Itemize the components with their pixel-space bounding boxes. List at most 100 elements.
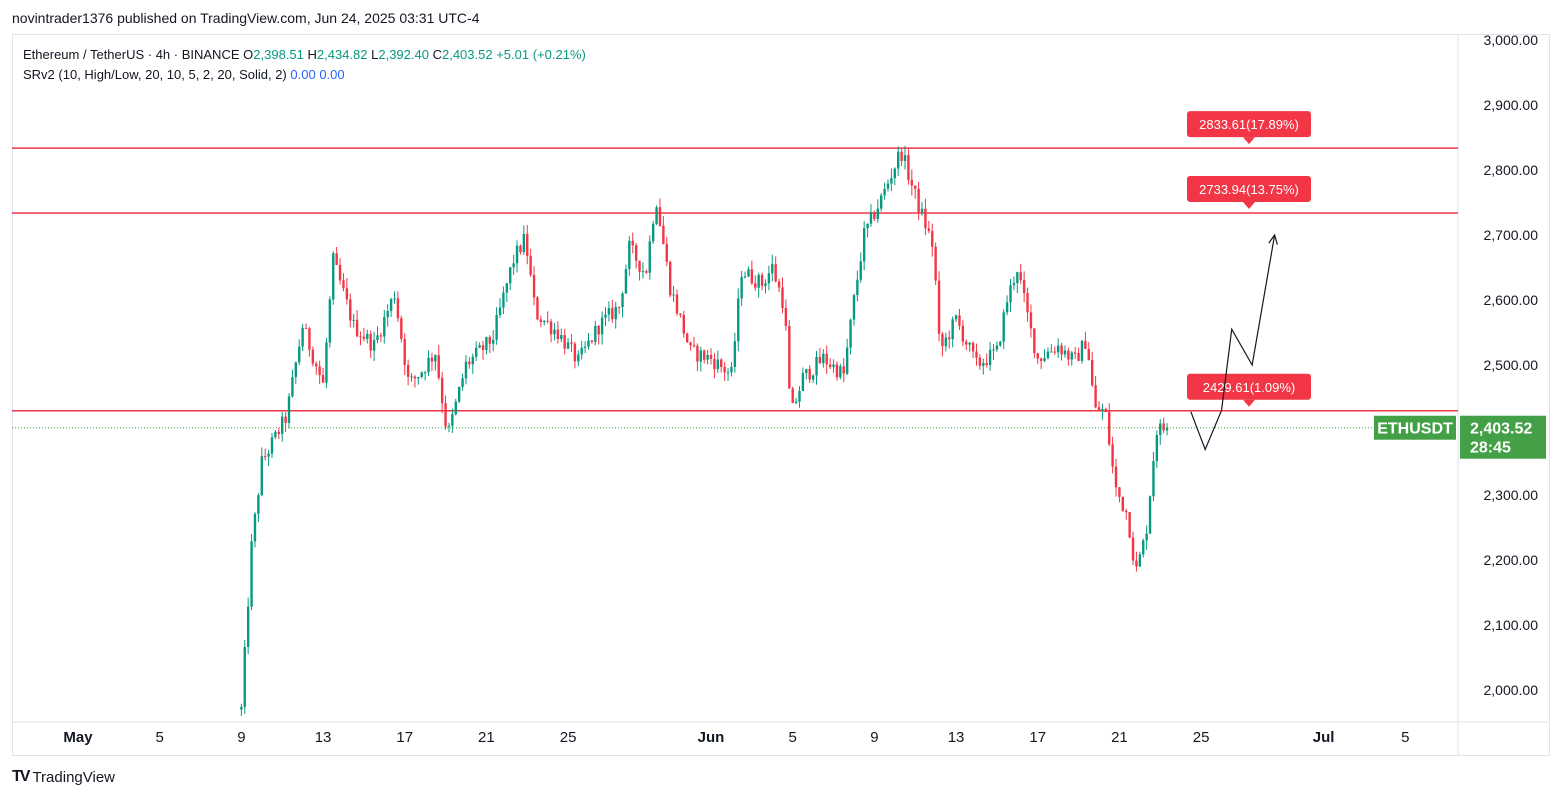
candle-body bbox=[1094, 385, 1097, 408]
candle-body bbox=[941, 333, 944, 347]
tradingview-logo[interactable]: TV TradingView bbox=[12, 768, 115, 786]
y-tick-label: 3,000.00 bbox=[1484, 32, 1539, 48]
candle-body bbox=[1050, 351, 1053, 353]
candle-body bbox=[859, 261, 862, 280]
x-tick-label: 21 bbox=[478, 729, 495, 746]
candle-body bbox=[583, 346, 587, 348]
candle-body bbox=[614, 306, 617, 320]
sr-level-label-pointer bbox=[1243, 399, 1255, 407]
indicator-value-1: 0.00 bbox=[290, 67, 316, 82]
chart-pane[interactable] bbox=[12, 34, 1550, 756]
candle-body bbox=[754, 283, 757, 288]
candle-body bbox=[263, 456, 267, 458]
price-axis[interactable]: 2,000.002,100.002,200.002,300.002,400.00… bbox=[1484, 32, 1539, 698]
candle-body bbox=[1043, 357, 1046, 361]
candle-body bbox=[726, 372, 730, 374]
candle-body bbox=[505, 283, 509, 293]
candle-body bbox=[1128, 512, 1131, 538]
candle-body bbox=[944, 337, 948, 347]
candle-body bbox=[890, 178, 893, 184]
candle-body bbox=[910, 179, 914, 186]
candle-body bbox=[1002, 312, 1005, 342]
candle-body bbox=[519, 245, 522, 253]
candle-body bbox=[577, 354, 580, 362]
candle-body bbox=[464, 361, 468, 379]
candle-body bbox=[560, 335, 563, 340]
candle-body bbox=[1111, 444, 1114, 467]
chart-legend: Ethereum / TetherUS · 4h · BINANCE O2,39… bbox=[23, 45, 586, 85]
candle-body bbox=[267, 453, 270, 457]
candle-body bbox=[1016, 272, 1019, 284]
candle-body bbox=[274, 431, 277, 438]
candle-body bbox=[423, 372, 427, 374]
candle-body bbox=[665, 243, 668, 262]
sr-level-label: 2429.61(1.09%) bbox=[1203, 380, 1296, 395]
open-value: 2,398.51 bbox=[253, 47, 304, 62]
candle-body bbox=[873, 212, 876, 219]
candle-body bbox=[362, 336, 366, 339]
time-axis[interactable]: May 5 9 13 17 21 25 Jun 5 9 13 17 21 25 Jul 5 bbox=[63, 729, 1409, 746]
x-tick-label: 9 bbox=[237, 729, 245, 746]
candle-body bbox=[444, 403, 447, 427]
candle-body bbox=[767, 273, 771, 284]
candle-body bbox=[532, 274, 536, 298]
candle-body bbox=[270, 437, 274, 454]
candle-body bbox=[818, 356, 822, 364]
candle-body bbox=[406, 364, 410, 377]
candle-body bbox=[995, 345, 999, 350]
candle-body bbox=[924, 208, 927, 229]
candle-body bbox=[553, 329, 556, 335]
low-value: 2,392.40 bbox=[378, 47, 429, 62]
candle-body bbox=[764, 283, 767, 286]
candle-body bbox=[379, 335, 383, 337]
candle-body bbox=[556, 329, 560, 340]
candle-body bbox=[1108, 411, 1111, 445]
candle-body bbox=[1056, 345, 1060, 353]
candle-body bbox=[1155, 434, 1159, 462]
tradingview-brand: TradingView bbox=[32, 768, 115, 786]
candle-body bbox=[740, 277, 743, 299]
candle-body bbox=[961, 325, 965, 342]
projection-line[interactable] bbox=[1190, 234, 1276, 452]
candle-body bbox=[1067, 350, 1070, 360]
candle-body bbox=[798, 391, 801, 402]
indicator-name[interactable]: SRv2 (10, High/Low, 20, 10, 5, 2, 20, So… bbox=[23, 67, 287, 82]
candle-body bbox=[580, 347, 583, 355]
y-tick-label: 2,900.00 bbox=[1484, 97, 1539, 113]
candle-body bbox=[1142, 540, 1145, 555]
candle-body bbox=[1145, 533, 1148, 541]
x-tick-label: 9 bbox=[870, 729, 878, 746]
candle-body bbox=[971, 342, 975, 352]
candle-body bbox=[1135, 560, 1138, 567]
open-label: O bbox=[243, 47, 254, 62]
symbol-name[interactable]: Ethereum / TetherUS · 4h · BINANCE bbox=[23, 47, 240, 62]
candle-body bbox=[706, 354, 709, 360]
bar-countdown: 28:45 bbox=[1470, 440, 1511, 457]
candle-body bbox=[437, 355, 440, 378]
candle-body bbox=[954, 315, 958, 320]
candle-body bbox=[250, 541, 253, 607]
candle-body bbox=[723, 366, 726, 373]
sr-level-label: 2733.94(13.75%) bbox=[1199, 182, 1299, 197]
candle-body bbox=[440, 377, 444, 404]
candle-body bbox=[1039, 358, 1043, 361]
candle-body bbox=[879, 195, 883, 209]
candle-body bbox=[675, 294, 679, 314]
sr-level-label-pointer bbox=[1243, 137, 1255, 145]
candle-body bbox=[260, 456, 263, 496]
candle-body bbox=[679, 313, 682, 315]
candle-body bbox=[951, 319, 954, 340]
candle-body bbox=[359, 336, 362, 338]
candle-body bbox=[1073, 352, 1077, 354]
candle-body bbox=[1104, 409, 1108, 412]
publisher-line: novintrader1376 published on TradingView… bbox=[12, 10, 480, 26]
close-label: C bbox=[432, 47, 442, 62]
sr-level-label-box bbox=[1187, 175, 1311, 202]
candle-body bbox=[1060, 345, 1063, 355]
candle-body bbox=[737, 298, 740, 342]
candle-body bbox=[1084, 340, 1087, 349]
candle-body bbox=[246, 606, 250, 647]
candle-body bbox=[393, 298, 396, 300]
candle-body bbox=[604, 314, 607, 318]
